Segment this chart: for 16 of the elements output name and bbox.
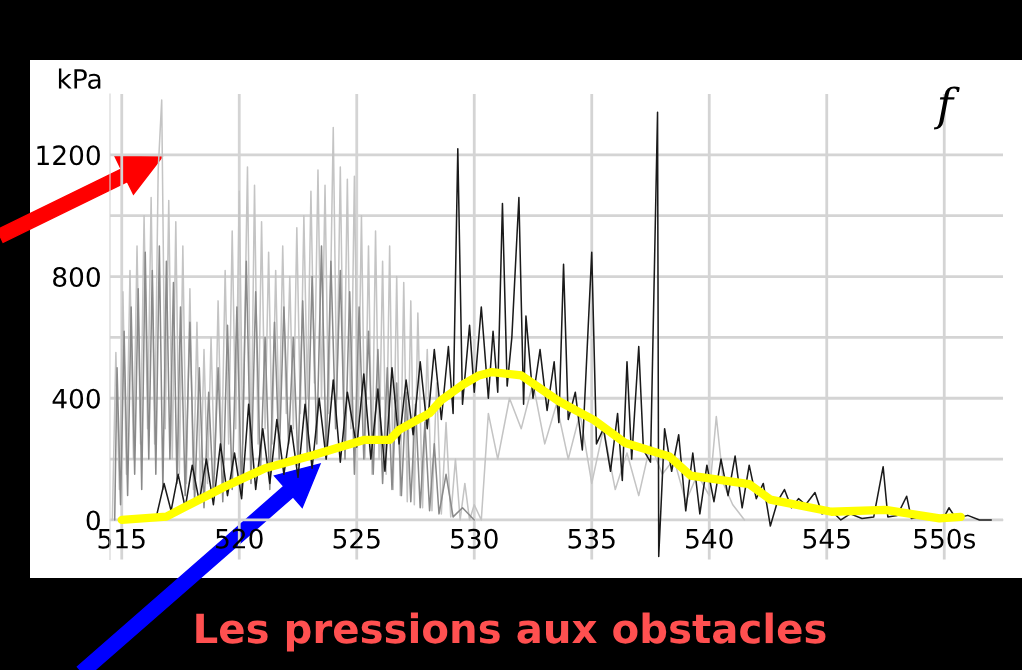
line-series	[113, 245, 476, 521]
y-tick-label: 400	[52, 388, 100, 409]
y-tick-label: 1200	[37, 145, 100, 166]
x-tick-label: 545	[803, 529, 850, 549]
x-tick-label: 525	[333, 528, 380, 549]
x-tick-label: 535	[568, 528, 615, 549]
y-axis-title: kPa	[58, 68, 101, 89]
text: Les pressions aux obstacles	[196, 612, 826, 652]
y-tick-label: 0	[86, 510, 100, 531]
line-series	[111, 99, 746, 521]
annotation: f	[933, 86, 960, 130]
x-tick-label: 515	[98, 529, 145, 549]
x-tick-label: 530	[451, 528, 498, 549]
y-tick-label: 800	[53, 266, 100, 287]
x-tick-label: 540	[686, 528, 733, 549]
x-tick-label: 550s	[914, 528, 976, 549]
